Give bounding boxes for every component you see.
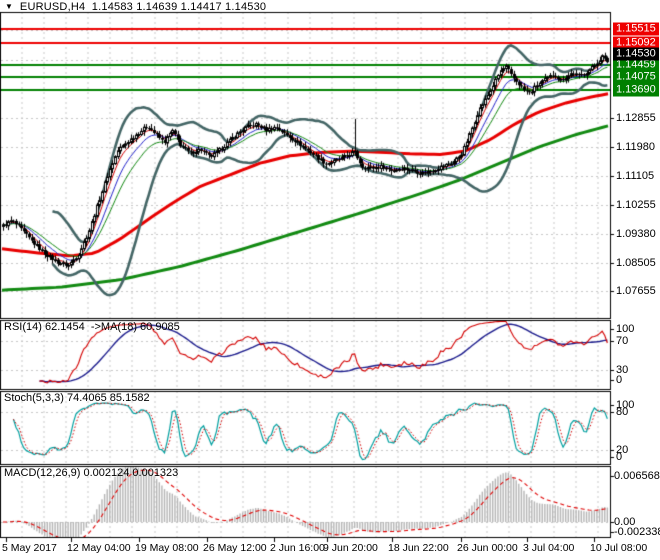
chart-title: EURUSD,H4 1.14583 1.14639 1.14417 1.1453… <box>19 0 267 13</box>
symbol-dropdown-icon[interactable]: ▼ <box>5 1 13 11</box>
chart-titlebar: ▼ EURUSD,H4 1.14583 1.14639 1.14417 1.14… <box>5 0 266 13</box>
